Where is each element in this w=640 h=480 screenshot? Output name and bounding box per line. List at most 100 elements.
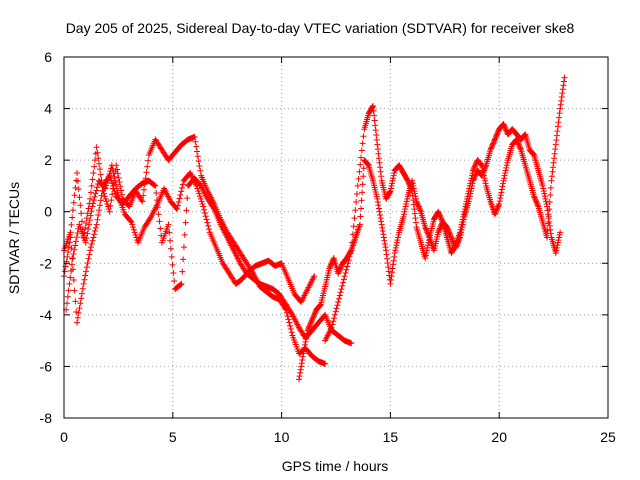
data-point: [409, 188, 416, 195]
data-point: [106, 171, 113, 178]
data-point: [410, 197, 417, 204]
data-point: [556, 231, 563, 238]
data-point: [382, 244, 389, 251]
data-point: [129, 221, 136, 228]
data-point: [153, 190, 160, 197]
data-point: [394, 237, 401, 244]
data-point: [436, 225, 443, 232]
data-point: [94, 149, 101, 156]
data-point: [501, 175, 508, 182]
data-point: [551, 155, 558, 162]
data-point: [374, 195, 381, 202]
data-point: [74, 178, 81, 185]
data-point: [425, 239, 432, 246]
data-point: [343, 266, 350, 273]
data-point: [70, 250, 77, 257]
y-tick-label: -8: [40, 410, 53, 426]
data-point: [422, 252, 429, 259]
data-point: [533, 198, 540, 205]
data-point: [175, 199, 182, 206]
data-point: [541, 193, 548, 200]
y-tick-label: 4: [44, 101, 52, 117]
data-point: [74, 314, 81, 321]
data-point: [547, 191, 554, 198]
data-point: [78, 295, 85, 302]
data-point: [346, 253, 353, 260]
data-point: [338, 286, 345, 293]
data-point: [298, 360, 305, 367]
data-point: [337, 264, 344, 271]
data-point: [116, 179, 123, 186]
data-point: [105, 206, 112, 213]
data-point: [365, 161, 372, 168]
data-point: [132, 231, 139, 238]
data-point: [554, 239, 561, 246]
data-point: [385, 264, 392, 271]
data-point: [109, 180, 116, 187]
data-point: [78, 218, 85, 225]
data-point: [478, 162, 485, 169]
data-point: [377, 164, 384, 171]
data-point: [372, 127, 379, 134]
data-point: [461, 206, 468, 213]
data-point: [516, 142, 523, 149]
data-point: [66, 280, 73, 287]
data-point: [544, 227, 551, 234]
data-point: [334, 302, 341, 309]
data-point: [406, 182, 413, 189]
data-point: [502, 124, 509, 131]
data-point: [174, 202, 181, 209]
data-point: [423, 249, 430, 256]
data-point: [478, 161, 485, 168]
data-point: [503, 164, 510, 171]
data-point: [335, 270, 342, 277]
data-point: [387, 188, 394, 195]
data-point: [495, 128, 502, 135]
data-point: [497, 192, 504, 199]
data-point: [402, 206, 409, 213]
data-point: [515, 140, 522, 147]
data-point: [554, 242, 561, 249]
data-point: [180, 244, 187, 251]
data-point: [140, 192, 147, 199]
data-point: [387, 280, 394, 287]
data-point: [557, 105, 564, 112]
data-point: [494, 204, 501, 211]
data-point: [502, 126, 509, 133]
data-point: [82, 224, 89, 231]
data-point: [435, 229, 442, 236]
data-point: [549, 168, 556, 175]
data-point: [489, 141, 496, 148]
data-point: [155, 211, 162, 218]
data-point: [385, 268, 392, 275]
data-point: [169, 261, 176, 268]
data-point: [205, 226, 212, 233]
data-point: [533, 199, 540, 206]
data-point: [424, 229, 431, 236]
data-point: [493, 132, 500, 139]
data-point: [392, 247, 399, 254]
data-point: [74, 170, 81, 177]
data-point: [297, 366, 304, 373]
x-axis-label: GPS time / hours: [282, 458, 389, 474]
data-point: [95, 155, 102, 162]
data-point: [301, 341, 308, 348]
data-point: [181, 231, 188, 238]
data-point: [64, 293, 71, 300]
data-point: [87, 189, 94, 196]
data-point: [65, 249, 72, 256]
data-point: [558, 93, 565, 100]
data-point: [341, 273, 348, 280]
data-point: [539, 182, 546, 189]
data-point: [422, 224, 429, 231]
data-point: [85, 205, 92, 212]
data-point: [83, 264, 90, 271]
data-point: [71, 246, 78, 253]
data-point: [380, 231, 387, 238]
data-point: [104, 200, 111, 207]
data-point: [348, 247, 355, 254]
data-point: [375, 155, 382, 162]
data-point: [328, 260, 335, 267]
data-point: [312, 309, 319, 316]
data-point: [444, 225, 451, 232]
